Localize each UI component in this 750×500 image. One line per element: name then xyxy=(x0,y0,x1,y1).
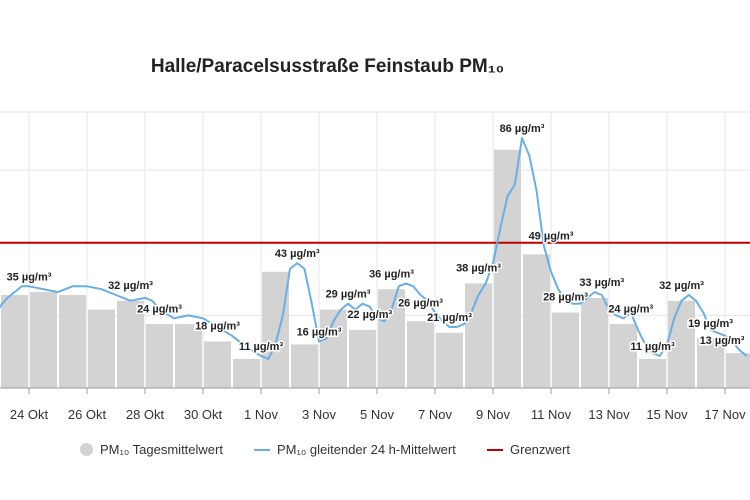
daily-mean-bar xyxy=(407,321,434,388)
daily-mean-bar xyxy=(552,312,579,388)
daily-mean-bar xyxy=(1,295,28,388)
daily-mean-bar xyxy=(204,341,231,388)
data-label: 24 µg/m³ xyxy=(608,303,653,315)
x-tick-label: 3 Nov xyxy=(302,407,336,422)
data-labels: 35 µg/m³ 32 µg/m³ 24 µg/m³ 18 µg/m³ 11 µg/m³… xyxy=(5,122,746,355)
data-label: 35 µg/m³ xyxy=(7,271,52,283)
legend: PM₁₀ Tagesmittelwert PM₁₀ gleitender 24 … xyxy=(0,442,750,462)
daily-mean-bar xyxy=(697,338,724,388)
data-label: 38 µg/m³ xyxy=(456,263,501,275)
data-label: 43 µg/m³ xyxy=(275,248,320,260)
data-label: 19 µg/m³ xyxy=(688,318,733,330)
data-label: 32 µg/m³ xyxy=(108,280,153,292)
daily-mean-bar xyxy=(494,149,521,388)
x-tick-label: 1 Nov xyxy=(244,407,278,422)
daily-mean-bar xyxy=(30,292,57,388)
daily-mean-bar xyxy=(262,271,289,388)
data-label: 86 µg/m³ xyxy=(500,123,545,135)
data-label: 16 µg/m³ xyxy=(297,327,342,339)
daily-mean-bar xyxy=(117,300,144,388)
x-tick-label: 5 Nov xyxy=(360,407,394,422)
x-axis: 24 Okt 26 Okt 28 Okt 30 Okt 1 Nov 3 Nov 5 Nov 7… xyxy=(0,387,750,422)
data-label: 11 µg/m³ xyxy=(239,341,284,353)
data-label: 13 µg/m³ xyxy=(700,335,745,347)
x-tick-label: 30 Okt xyxy=(184,407,223,422)
x-tick-label: 28 Okt xyxy=(126,407,165,422)
data-label: 18 µg/m³ xyxy=(195,321,240,333)
daily-mean-bars xyxy=(1,149,750,388)
daily-mean-bar xyxy=(668,300,695,388)
data-label: 11 µg/m³ xyxy=(630,341,675,353)
data-label: 36 µg/m³ xyxy=(369,268,414,280)
daily-mean-bar xyxy=(233,358,260,388)
x-tick-label: 9 Nov xyxy=(476,407,510,422)
legend-item-moving[interactable]: PM₁₀ gleitender 24 h-Mittelwert xyxy=(254,442,456,457)
pm10-chart: 24 Okt 26 Okt 28 Okt 30 Okt 1 Nov 3 Nov 5 Nov 7… xyxy=(0,111,750,422)
data-label: 33 µg/m³ xyxy=(579,277,624,289)
data-label: 32 µg/m³ xyxy=(659,280,704,292)
x-tick-label: 15 Nov xyxy=(646,407,688,422)
data-label: 22 µg/m³ xyxy=(347,309,392,321)
daily-mean-bar xyxy=(523,254,550,388)
daily-mean-bar xyxy=(146,324,173,388)
chart-title: Halle/Paracelsusstraße Feinstaub PM₁₀ xyxy=(150,56,505,77)
data-label: 21 µg/m³ xyxy=(427,312,472,324)
x-tick-label: 11 Nov xyxy=(531,407,572,422)
daily-mean-bar xyxy=(291,344,318,388)
daily-mean-bar xyxy=(465,283,492,388)
moving-average-line xyxy=(0,137,748,360)
daily-mean-bar xyxy=(639,358,666,388)
daily-mean-bar xyxy=(349,329,376,388)
daily-mean-bar xyxy=(378,289,405,388)
legend-label-limit: Grenzwert xyxy=(510,442,570,457)
data-label: 28 µg/m³ xyxy=(543,292,588,304)
data-label: 24 µg/m³ xyxy=(137,303,182,315)
daily-mean-bar xyxy=(59,295,86,388)
daily-mean-bar xyxy=(88,309,115,388)
legend-swatch-moving xyxy=(254,448,270,451)
legend-swatch-limit xyxy=(487,448,503,451)
data-label: 29 µg/m³ xyxy=(326,289,371,301)
legend-swatch-daily xyxy=(80,443,93,456)
legend-item-daily[interactable]: PM₁₀ Tagesmittelwert xyxy=(80,442,223,457)
legend-label-daily: PM₁₀ Tagesmittelwert xyxy=(100,442,223,457)
x-tick-label: 17 Nov xyxy=(704,407,746,422)
data-label: 49 µg/m³ xyxy=(529,231,574,243)
x-tick-label: 26 Okt xyxy=(68,407,107,422)
data-label: 26 µg/m³ xyxy=(398,297,443,309)
x-tick-label: 7 Nov xyxy=(418,407,452,422)
legend-label-moving: PM₁₀ gleitender 24 h-Mittelwert xyxy=(277,442,456,457)
daily-mean-bar xyxy=(581,297,608,388)
legend-item-limit[interactable]: Grenzwert xyxy=(487,442,570,457)
daily-mean-bar xyxy=(610,324,637,388)
daily-mean-bar xyxy=(436,332,463,388)
daily-mean-bar xyxy=(726,353,750,388)
x-tick-label: 13 Nov xyxy=(588,407,630,422)
daily-mean-bar xyxy=(175,324,202,388)
moving-average-group xyxy=(0,137,748,360)
x-tick-label: 24 Okt xyxy=(10,407,49,422)
